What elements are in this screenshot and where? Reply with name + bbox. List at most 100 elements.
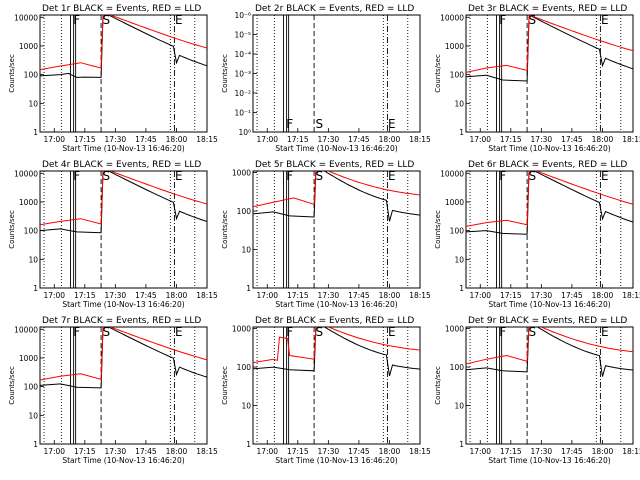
- panel-title: Det 5r BLACK = Events, RED = LLD: [255, 160, 414, 170]
- y-tick-label: 100: [24, 71, 39, 80]
- flag-f: F: [286, 117, 293, 131]
- x-axis-label: Start Time (10-Nov-13 16:46:20): [488, 456, 610, 465]
- x-tick-label: 17:30: [105, 135, 127, 144]
- flag-e: E: [601, 13, 609, 27]
- y-tick-label: 1: [459, 128, 464, 137]
- flag-e: E: [175, 169, 183, 183]
- flag-s: S: [529, 325, 537, 339]
- y-tick-label: 100: [237, 363, 252, 372]
- y-axis-label: Counts/sec: [8, 210, 16, 249]
- x-tick-label: 18:00: [592, 291, 614, 300]
- x-tick-label: 17:15: [287, 447, 309, 456]
- x-axis-label: Start Time (10-Nov-13 16:46:20): [62, 144, 184, 153]
- y-axis-label: Counts/sec: [434, 366, 442, 405]
- x-tick-label: 17:30: [318, 135, 340, 144]
- panel-title: Det 4r BLACK = Events, RED = LLD: [42, 160, 201, 170]
- x-axis-label: Start Time (10-Nov-13 16:46:20): [488, 144, 610, 153]
- x-tick-label: 17:00: [43, 447, 65, 456]
- y-axis-label: Counts/sec: [434, 54, 442, 93]
- x-tick-label: 17:30: [318, 291, 340, 300]
- flag-f: F: [499, 13, 506, 27]
- y-tick-label: 1000: [19, 42, 38, 51]
- y-tick-label: 1: [246, 440, 251, 449]
- y-tick-label: 100: [237, 207, 252, 216]
- x-tick-label: 18:15: [622, 135, 640, 144]
- x-tick-label: 17:00: [469, 447, 491, 456]
- flag-s: S: [316, 117, 324, 131]
- y-axis-label: Counts/sec: [8, 366, 16, 405]
- y-tick-label: 1000: [19, 198, 38, 207]
- y-tick-label: 1000: [445, 325, 464, 334]
- series-events-black: [253, 327, 420, 377]
- x-axis-label: Start Time (10-Nov-13 16:46:20): [275, 456, 397, 465]
- flag-e: E: [601, 169, 609, 183]
- series-events-black: [466, 327, 633, 377]
- plot-area: [253, 327, 420, 444]
- x-tick-label: 17:00: [256, 447, 278, 456]
- x-axis-label: Start Time (10-Nov-13 16:46:20): [275, 300, 397, 309]
- flag-e: E: [388, 325, 396, 339]
- series-events-black: [466, 171, 633, 235]
- plot-area: [466, 15, 633, 132]
- y-tick-label: 1: [33, 128, 38, 137]
- x-tick-label: 17:15: [74, 291, 96, 300]
- y-tick-label: 10: [454, 99, 464, 108]
- plot-area: [253, 171, 420, 288]
- plot-area: [40, 171, 207, 288]
- series-lld-red: [466, 327, 633, 365]
- x-tick-label: 17:30: [531, 447, 553, 456]
- plot-frame: [39, 14, 208, 133]
- flag-s: S: [529, 169, 537, 183]
- x-tick-label: 17:30: [105, 447, 127, 456]
- panel-det-2r: Det 2r BLACK = Events, RED = LLD F S E 10⁰ 10…: [221, 4, 431, 153]
- y-tick-label: 1000: [232, 325, 251, 334]
- flag-s: S: [103, 13, 111, 27]
- x-tick-label: 17:15: [500, 447, 522, 456]
- panel-title: Det 3r BLACK = Events, RED = LLD: [468, 4, 627, 14]
- x-tick-label: 17:45: [135, 135, 157, 144]
- series-events-black: [253, 171, 420, 222]
- x-tick-label: 17:15: [287, 291, 309, 300]
- x-tick-label: 17:45: [348, 135, 370, 144]
- y-tick-label: 10000: [14, 169, 38, 178]
- y-tick-label: 10000: [440, 169, 464, 178]
- x-tick-label: 18:15: [409, 291, 431, 300]
- plot-area: [40, 327, 207, 444]
- y-tick-label: 10: [454, 402, 464, 411]
- series-lld-red: [253, 327, 420, 364]
- x-tick-label: 18:15: [196, 447, 218, 456]
- panel-title: Det 1r BLACK = Events, RED = LLD: [42, 4, 201, 14]
- y-tick-label: 10: [454, 255, 464, 264]
- x-tick-label: 17:45: [348, 291, 370, 300]
- flag-e: E: [388, 169, 396, 183]
- x-tick-label: 18:15: [409, 447, 431, 456]
- x-tick-label: 17:45: [561, 291, 583, 300]
- x-tick-label: 18:00: [166, 291, 188, 300]
- x-tick-label: 18:15: [622, 447, 640, 456]
- flag-f: F: [286, 325, 293, 339]
- x-tick-label: 17:00: [469, 135, 491, 144]
- plot-area: [466, 171, 633, 288]
- x-tick-label: 17:45: [135, 291, 157, 300]
- y-tick-label: 10⁻³: [234, 70, 251, 79]
- y-tick-label: 1000: [19, 354, 38, 363]
- x-tick-label: 17:00: [256, 291, 278, 300]
- y-axis-label: Counts/sec: [221, 54, 229, 93]
- x-axis-label: Start Time (10-Nov-13 16:46:20): [488, 300, 610, 309]
- x-tick-label: 18:15: [622, 291, 640, 300]
- panel-title: Det 6r BLACK = Events, RED = LLD: [468, 160, 627, 170]
- series-events-black: [40, 15, 207, 78]
- x-tick-label: 17:15: [74, 135, 96, 144]
- flag-e: E: [175, 13, 183, 27]
- x-tick-label: 17:45: [561, 447, 583, 456]
- x-tick-label: 18:00: [379, 135, 401, 144]
- panels-group: Det 1r BLACK = Events, RED = LLD F S E 1 10 10…: [8, 4, 640, 465]
- y-tick-label: 10⁻⁶: [234, 11, 251, 20]
- y-axis-label: Counts/sec: [221, 210, 229, 249]
